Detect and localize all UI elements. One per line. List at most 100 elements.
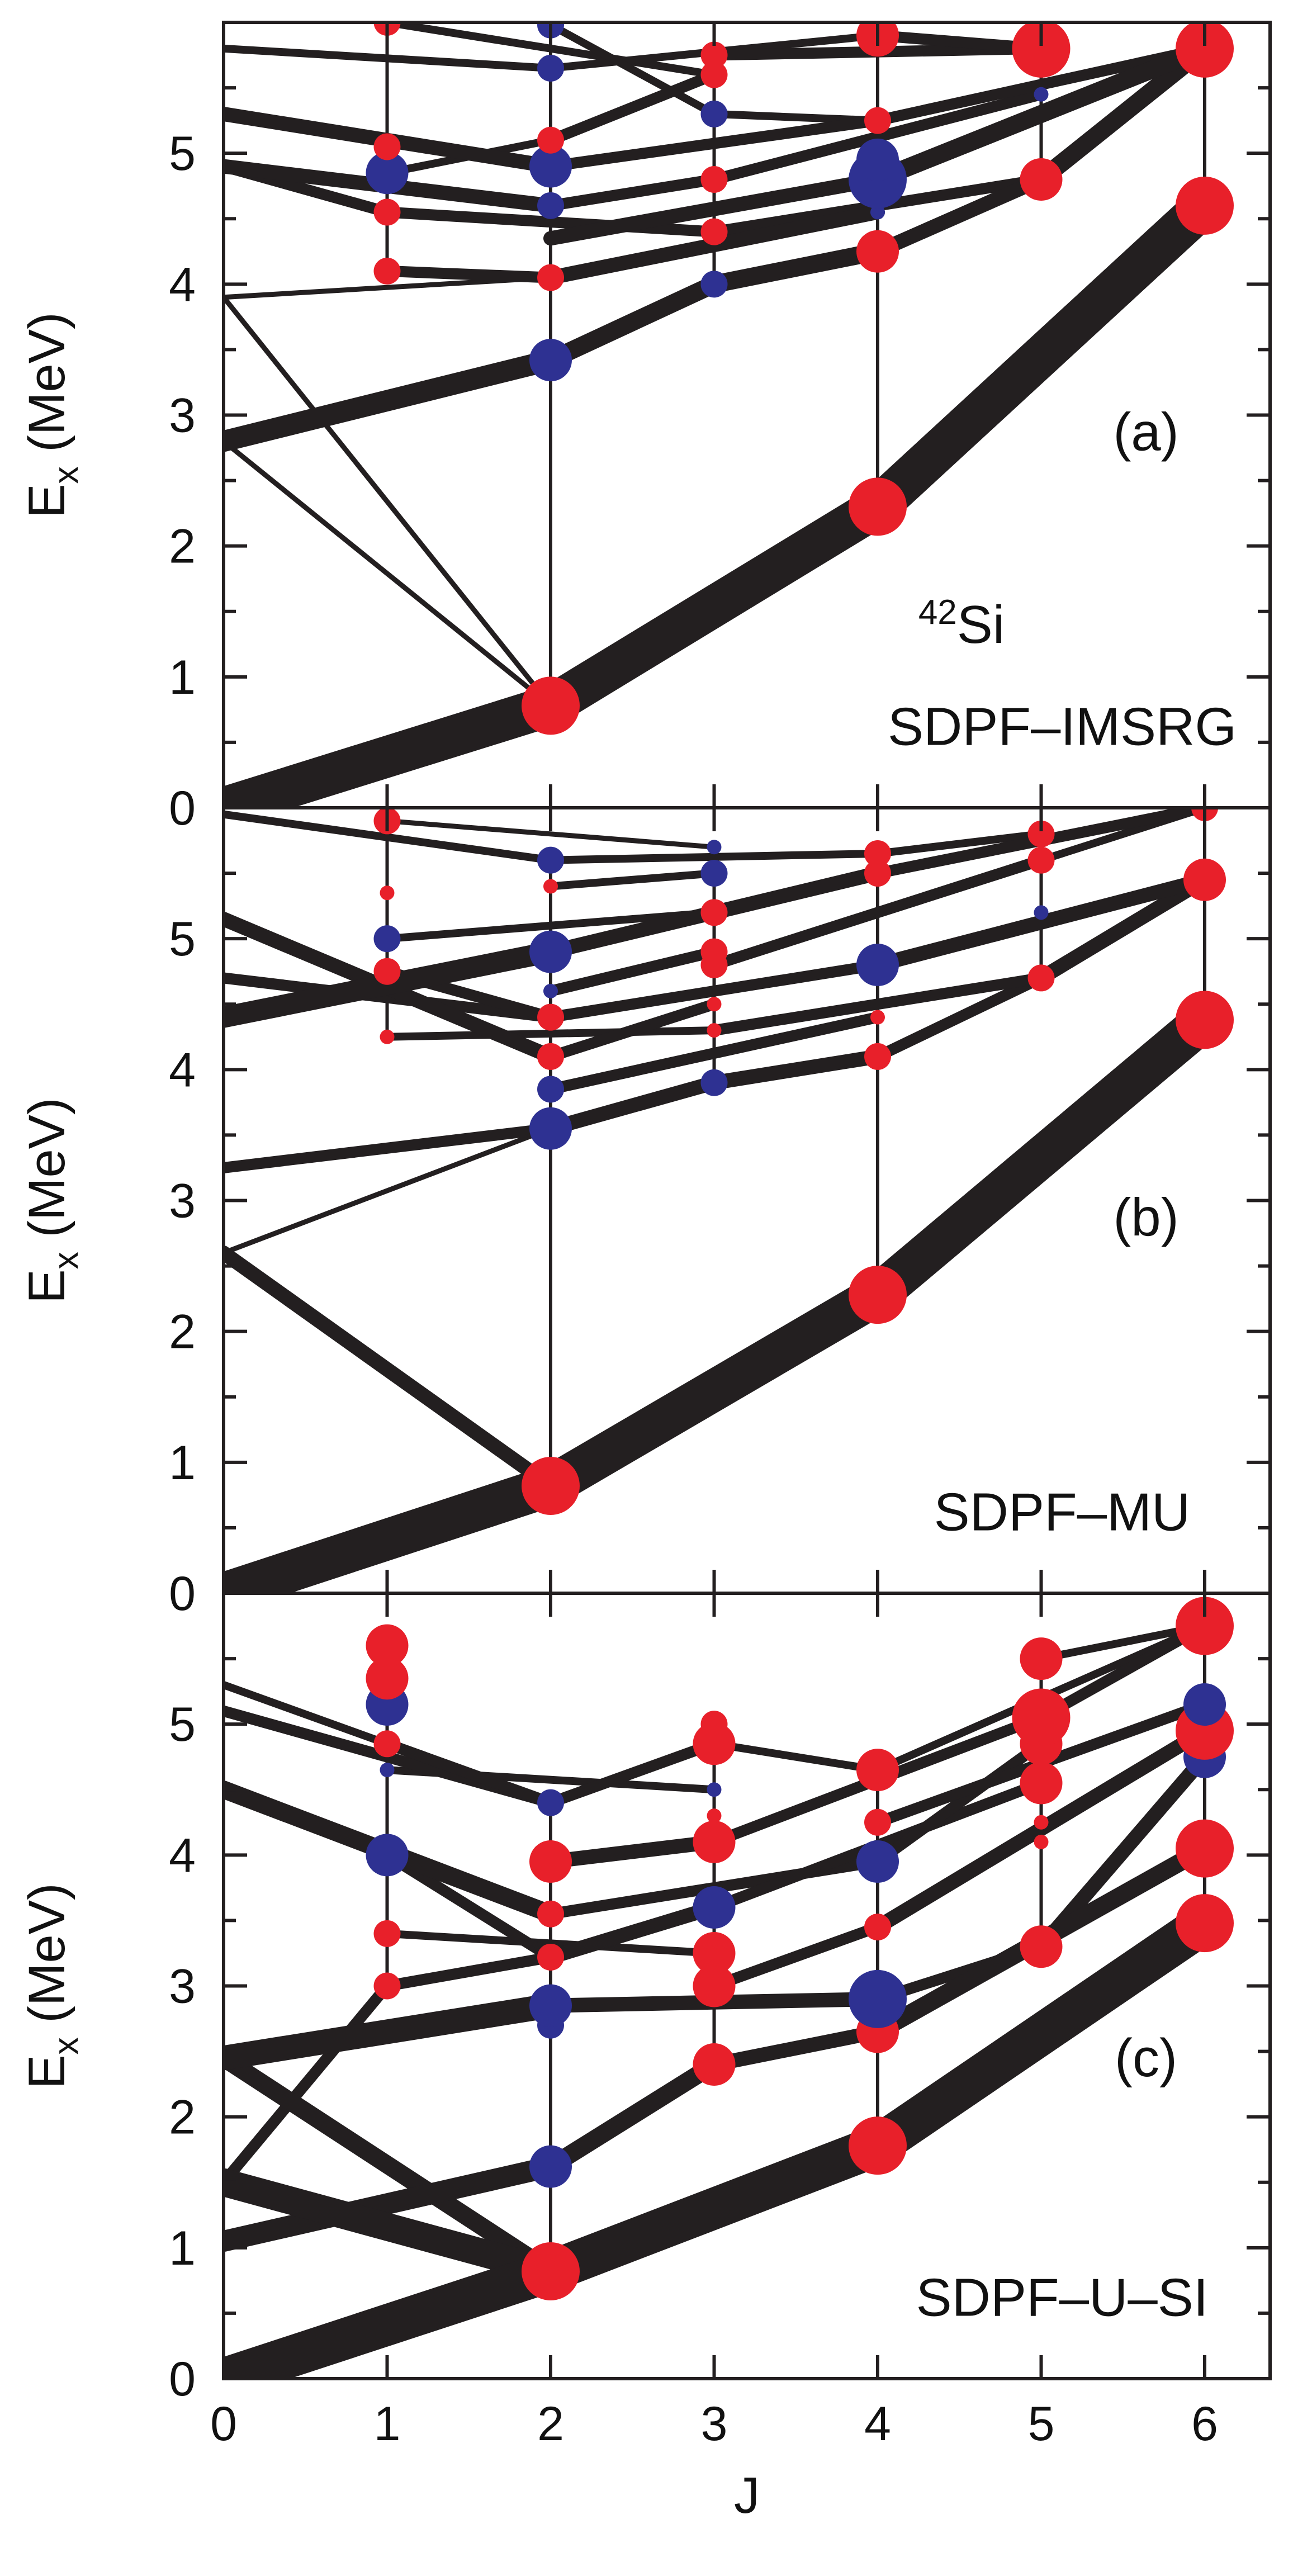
yticks-b — [222, 806, 1270, 1595]
transition-line — [547, 849, 882, 864]
transition-line — [383, 908, 718, 943]
transition-line — [545, 174, 720, 211]
state-marker-red — [1020, 1925, 1063, 1968]
state-marker-blue — [537, 846, 564, 874]
state-marker-red — [849, 477, 907, 536]
transition-line — [542, 2056, 723, 2176]
state-marker-blue — [529, 1107, 572, 1150]
xtick-label: 3 — [701, 2397, 728, 2451]
state-marker-blue — [1183, 1683, 1226, 1726]
transition-line — [545, 1738, 720, 1808]
transition-line — [707, 1049, 885, 1090]
transition-line — [381, 1738, 556, 1808]
state-marker-red — [373, 1730, 401, 1758]
state-marker-blue — [366, 1834, 409, 1877]
state-marker-red — [366, 1624, 409, 1667]
state-marker-red — [537, 1043, 564, 1070]
transition-line — [381, 1951, 556, 1992]
state-marker-red — [849, 2116, 907, 2175]
transition-line — [224, 1465, 571, 1593]
panel-label-a: (a) — [1113, 402, 1178, 462]
state-marker-red — [373, 198, 401, 226]
transition-line — [224, 685, 571, 808]
state-marker-blue — [700, 271, 728, 298]
ytick-label: 4 — [169, 258, 196, 311]
transition-line — [224, 1126, 553, 1256]
transition-line — [543, 172, 885, 246]
ytick-label: 2 — [169, 1305, 196, 1359]
state-marker-blue — [707, 840, 722, 855]
transition-line — [705, 242, 887, 293]
transition-line — [530, 486, 898, 727]
state-marker-red — [537, 1003, 564, 1031]
state-marker-red — [700, 61, 728, 88]
state-marker-red — [522, 676, 580, 735]
state-marker-red — [1034, 1834, 1049, 1849]
state-marker-red — [707, 1808, 722, 1824]
transition-line — [224, 1980, 393, 2188]
state-marker-red — [1020, 158, 1063, 201]
transition-line — [381, 206, 720, 238]
ytick-label: 3 — [169, 389, 196, 443]
ytick-label: 2 — [169, 2091, 196, 2144]
state-marker-red — [864, 107, 891, 134]
state-marker-red — [373, 257, 401, 285]
panel-label-c: (c) — [1115, 2028, 1177, 2088]
ytick-label: 1 — [169, 1436, 196, 1490]
xtick-label: 1 — [374, 2397, 401, 2451]
transition-line — [710, 1740, 882, 1774]
transition-line — [545, 946, 720, 997]
state-marker-blue — [537, 192, 564, 219]
state-marker-blue — [529, 930, 572, 973]
transition-line — [224, 1246, 558, 1493]
transition-line — [224, 295, 553, 708]
transition-line — [869, 39, 1214, 188]
transition-line — [224, 1993, 563, 2071]
transition-line — [870, 872, 1212, 972]
state-marker-red — [380, 886, 395, 901]
state-marker-red — [1176, 1894, 1234, 1953]
state-marker-red — [693, 2043, 736, 2086]
ytick-label: 0 — [169, 2352, 196, 2406]
state-marker-blue — [537, 54, 564, 82]
state-marker-red — [856, 1749, 899, 1792]
transition-line — [708, 854, 1047, 970]
model-label-a: SDPF–IMSRG — [888, 697, 1237, 757]
state-marker-blue — [380, 1763, 395, 1778]
state-marker-red — [1027, 820, 1055, 847]
state-marker-red — [1027, 964, 1055, 992]
transition-line — [543, 1834, 722, 1869]
model-label-b: SDPF–MU — [934, 1483, 1191, 1542]
y-axis-title: Ex (MeV) — [18, 1883, 86, 2089]
transition-line — [872, 972, 1047, 1062]
state-marker-blue — [543, 983, 558, 998]
state-marker-red — [529, 1840, 572, 1883]
transition-line — [707, 2024, 885, 2072]
ytick-label: 1 — [169, 651, 196, 704]
state-marker-blue — [707, 1782, 722, 1797]
transition-line — [530, 2125, 898, 2292]
state-marker-red — [693, 1931, 736, 1974]
state-marker-blue — [529, 339, 572, 382]
transition-line — [545, 115, 883, 172]
state-marker-red — [1183, 858, 1226, 901]
transition-line — [870, 172, 1049, 259]
state-marker-blue — [856, 944, 899, 986]
transition-line — [857, 184, 1225, 528]
state-marker-blue — [693, 1886, 736, 1929]
plot-area-a — [224, 22, 1234, 808]
transitions-b — [224, 808, 1225, 1593]
transition-line — [708, 88, 1047, 185]
xtick-label: 2 — [537, 2397, 564, 2451]
state-marker-red — [693, 1722, 736, 1765]
state-marker-red — [373, 1972, 401, 2000]
state-marker-red — [537, 126, 564, 154]
state-marker-red — [1176, 1597, 1234, 1655]
state-marker-red — [1027, 846, 1055, 874]
y-axis-title: Ex (MeV) — [18, 312, 86, 518]
ytick-label: 5 — [169, 912, 196, 966]
transition-line — [224, 349, 561, 452]
transition-line — [1034, 872, 1212, 986]
transition-line — [872, 42, 1210, 126]
